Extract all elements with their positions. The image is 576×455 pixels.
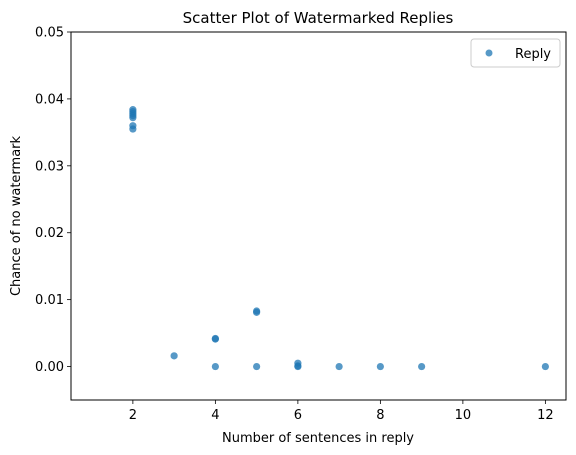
y-tick-label: 0.05	[35, 26, 64, 41]
y-tick-label: 0.02	[35, 226, 64, 241]
data-point	[377, 363, 384, 370]
legend-marker	[486, 50, 493, 57]
plot-frame	[71, 32, 566, 400]
data-point	[253, 309, 260, 316]
legend-label: Reply	[515, 47, 551, 62]
x-tick-label: 12	[537, 408, 554, 423]
x-tick-label: 4	[211, 408, 219, 423]
data-point	[129, 125, 136, 132]
legend: Reply	[471, 39, 560, 67]
y-tick-label: 0.00	[35, 360, 64, 375]
data-point	[212, 363, 219, 370]
data-point	[253, 363, 260, 370]
y-axis: 0.00 0.01 0.02 0.03 0.04 0.05	[35, 26, 71, 376]
plot-area: 2 4 6 8 10 12 0.00 0.01 0.02 0.03 0.04 0.05	[35, 26, 566, 424]
x-tick-label: 6	[294, 408, 302, 423]
data-point	[171, 352, 178, 359]
chart-title: Scatter Plot of Watermarked Replies	[183, 9, 454, 27]
data-point	[294, 363, 301, 370]
x-axis-label: Number of sentences in reply	[222, 431, 414, 446]
x-axis: 2 4 6 8 10 12	[129, 400, 554, 423]
data-points	[129, 106, 549, 370]
data-point	[129, 114, 136, 121]
x-tick-label: 8	[376, 408, 384, 423]
data-point	[542, 363, 549, 370]
data-point	[336, 363, 343, 370]
data-point	[212, 336, 219, 343]
x-tick-label: 2	[129, 408, 137, 423]
y-tick-label: 0.03	[35, 159, 64, 174]
data-point	[418, 363, 425, 370]
y-tick-label: 0.01	[35, 293, 64, 308]
x-tick-label: 10	[455, 408, 472, 423]
y-tick-label: 0.04	[35, 92, 64, 107]
y-axis-label: Chance of no watermark	[9, 135, 24, 296]
